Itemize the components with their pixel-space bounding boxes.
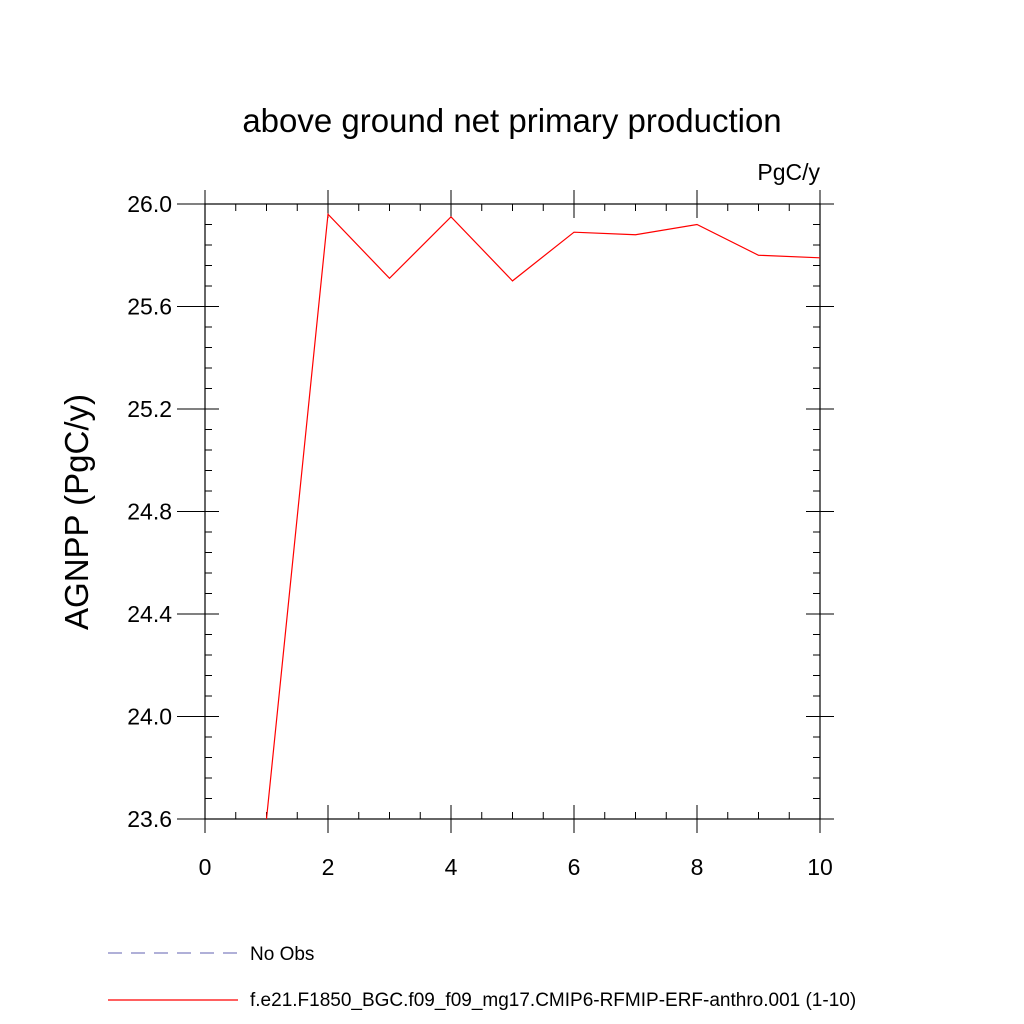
x-tick-label: 0 [199, 854, 212, 880]
y-tick-label: 24.0 [127, 704, 172, 730]
legend: No Obs f.e21.F1850_BGC.f09_f09_mg17.CMIP… [108, 944, 856, 1011]
units-label: PgC/y [757, 159, 820, 185]
series-line [265, 212, 821, 820]
y-axis-label: AGNPP (PgC/y) [58, 394, 95, 630]
x-tick-label: 4 [445, 854, 458, 880]
legend-label-no-obs: No Obs [250, 944, 314, 965]
y-tick-label: 23.6 [127, 806, 172, 832]
x-tick-label: 2 [322, 854, 335, 880]
y-tick-label: 25.6 [127, 294, 172, 320]
x-tick-label: 6 [568, 854, 581, 880]
chart-title: above ground net primary production [242, 102, 781, 139]
y-tick-label: 24.4 [127, 601, 172, 627]
x-tick-label: 8 [691, 854, 704, 880]
y-tick-label: 26.0 [127, 191, 172, 217]
axis-ticks [177, 190, 834, 833]
x-tick-label: 10 [807, 854, 833, 880]
data-series [265, 212, 821, 820]
y-tick-label: 25.2 [127, 396, 172, 422]
axis-tick-labels: 0 2 4 6 8 10 23.6 24.0 24.4 24.8 25.2 25.6 26.0 [127, 191, 833, 880]
y-tick-label: 24.8 [127, 499, 172, 525]
legend-label-model: f.e21.F1850_BGC.f09_f09_mg17.CMIP6-RFMIP… [250, 990, 856, 1011]
